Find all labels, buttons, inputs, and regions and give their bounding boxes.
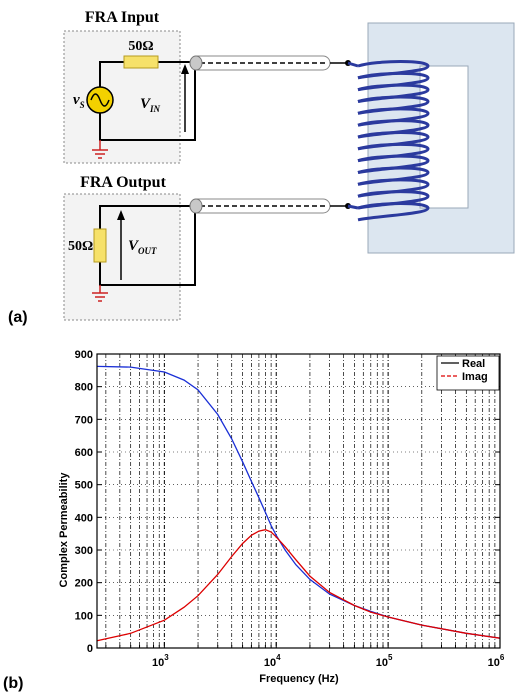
vout-arrowhead — [117, 210, 125, 220]
vin-label: VIN — [140, 96, 161, 114]
resistor-out — [93, 228, 107, 263]
fra-input-title: FRA Input — [85, 9, 160, 26]
y-tick-label: 700 — [75, 414, 93, 426]
coil-winding — [347, 60, 430, 222]
resistor-in — [123, 55, 159, 69]
ground-icon-input — [92, 140, 108, 159]
x-tick-label: 103 — [152, 653, 169, 669]
x-tick-base: 10 — [488, 657, 500, 669]
legend-label-real: Real — [462, 358, 485, 370]
x-tick-exp: 3 — [164, 653, 169, 662]
vout-label-sub: OUT — [138, 246, 157, 256]
y-tick-label: 800 — [75, 382, 93, 394]
permeability-chart: (b) Complex Permeability Frequency (Hz) … — [3, 349, 505, 692]
y-tick-label: 900 — [75, 349, 93, 361]
vout-label-main: V — [128, 238, 140, 254]
vin-arrowhead — [181, 64, 189, 74]
legend-box — [436, 355, 500, 391]
vout-label: VOUT — [128, 238, 157, 256]
series-imag-line — [96, 529, 501, 642]
x-tick-exp: 5 — [388, 653, 393, 662]
coax-cable-output — [189, 198, 351, 214]
x-axis-label: Frequency (Hz) — [259, 673, 339, 685]
x-tick-base: 10 — [376, 657, 388, 669]
x-tick-base: 10 — [264, 657, 276, 669]
vin-label-main: V — [140, 96, 152, 112]
panel-label-a: (a) — [8, 309, 28, 326]
input-circuit — [99, 61, 196, 141]
plot-area — [97, 354, 500, 648]
y-tick-label: 300 — [75, 545, 93, 557]
panel-label-b: (b) — [3, 675, 23, 692]
y-tick-label: 0 — [87, 643, 93, 655]
fra-output-title: FRA Output — [80, 174, 166, 191]
sine-icon — [90, 93, 110, 107]
y-tick-label: 500 — [75, 480, 93, 492]
source-label-main: v — [73, 92, 80, 108]
y-tick-label: 600 — [75, 447, 93, 459]
vin-label-sub: IN — [149, 104, 161, 114]
fra-input-box — [63, 30, 181, 164]
chart-series — [96, 365, 501, 642]
ground-icon-output — [92, 285, 108, 302]
x-tick-base: 10 — [152, 657, 164, 669]
source-label-sub: S — [80, 100, 85, 110]
y-axis-label: Complex Permeability — [58, 472, 70, 588]
x-tick-exp: 4 — [276, 653, 281, 662]
x-tick-label: 104 — [264, 653, 281, 669]
plot-frame — [96, 353, 501, 649]
x-tick-label: 106 — [488, 653, 505, 669]
legend-label-imag: Imag — [462, 371, 488, 383]
output-circuit — [99, 205, 196, 286]
chart-grid — [97, 354, 500, 648]
coil-turn — [357, 202, 430, 222]
y-tick-label: 100 — [75, 610, 93, 622]
circuit-diagram: FRA Input FRA Output 50Ω vS VIN 50Ω VOUT — [8, 9, 515, 326]
x-tick-label: 105 — [376, 653, 393, 669]
y-tick-label: 400 — [75, 512, 93, 524]
x-tick-exp: 6 — [500, 653, 505, 662]
source-label: vS — [73, 92, 85, 110]
resistor-out-label: 50Ω — [68, 239, 93, 254]
resistor-in-label: 50Ω — [128, 39, 153, 54]
y-tick-label: 200 — [75, 578, 93, 590]
coax-cable-input — [189, 55, 351, 71]
